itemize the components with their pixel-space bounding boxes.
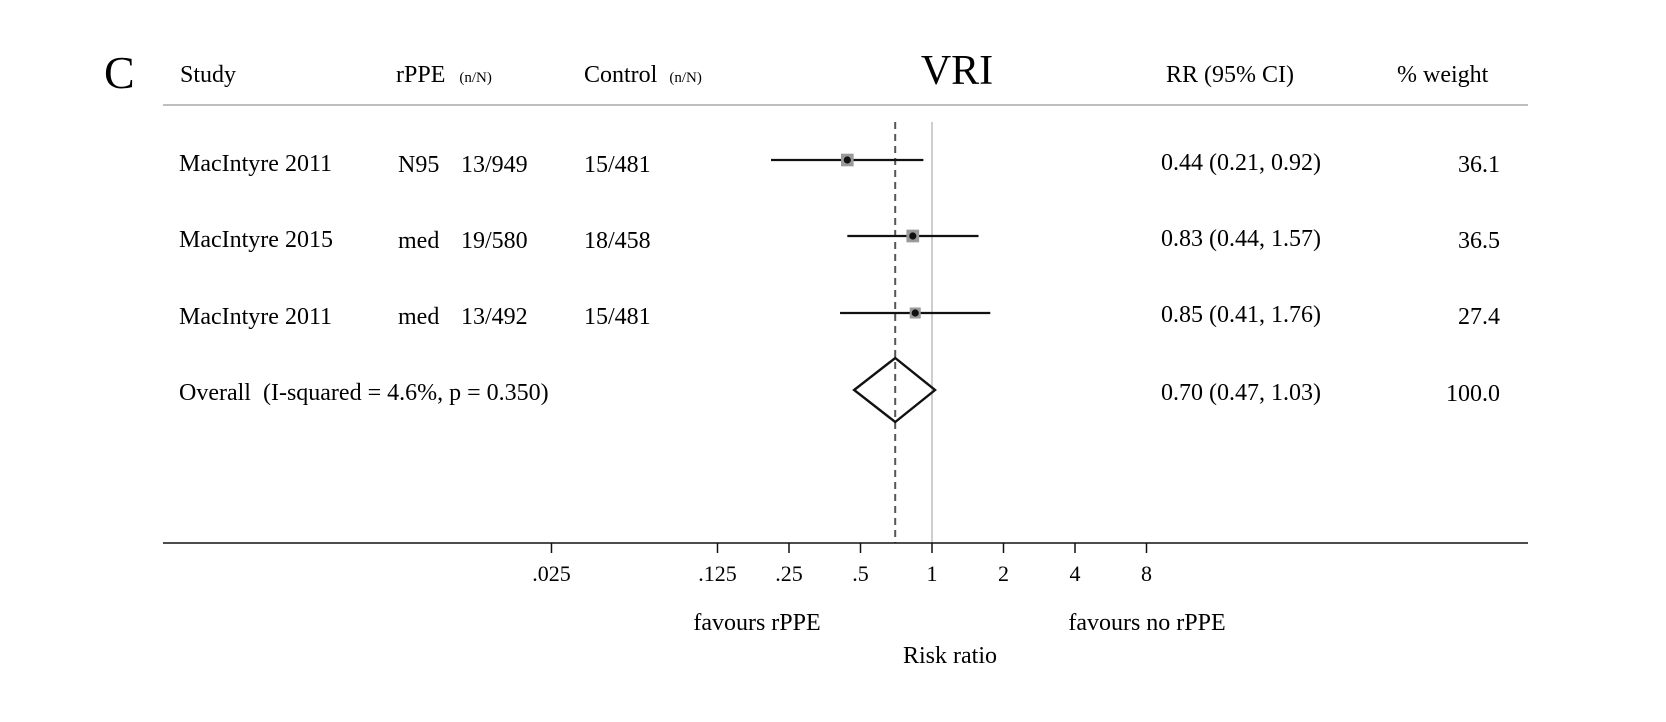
x-tick-label: 1 bbox=[927, 561, 938, 586]
panel-label: C bbox=[104, 47, 135, 98]
header-control: Control (n/N) bbox=[584, 62, 702, 88]
x-axis-label: Risk ratio bbox=[903, 643, 997, 669]
x-tick-label: .125 bbox=[698, 561, 737, 586]
table-row: MacIntyre 2011 N95 13/949 15/481 0.44 (0… bbox=[179, 150, 1500, 178]
row-study: MacIntyre 2011 bbox=[179, 304, 332, 330]
overall-label: Overall (I-squared = 4.6%, p = 0.350) bbox=[179, 380, 549, 406]
x-tick-label: .025 bbox=[532, 561, 571, 586]
header-control-unit: (n/N) bbox=[669, 70, 702, 86]
chart-title: VRI bbox=[921, 48, 993, 94]
row-rr: 0.83 (0.44, 1.57) bbox=[1161, 226, 1321, 252]
row-rr: 0.44 (0.21, 0.92) bbox=[1161, 150, 1321, 176]
row-control-count: 18/458 bbox=[584, 228, 651, 254]
row-study: MacIntyre 2015 bbox=[179, 227, 333, 253]
overall-weight: 100.0 bbox=[1446, 381, 1500, 407]
favours-right-label: favours no rPPE bbox=[1068, 610, 1225, 636]
header-control-label: Control bbox=[584, 62, 658, 88]
overall-diamond bbox=[852, 356, 937, 424]
table-row: MacIntyre 2011 med 13/492 15/481 0.85 (0… bbox=[179, 302, 1500, 330]
point-estimate bbox=[843, 156, 851, 164]
study-estimate bbox=[847, 229, 979, 243]
header-study: Study bbox=[180, 62, 236, 88]
x-tick-label: .25 bbox=[775, 561, 803, 586]
point-estimate bbox=[911, 309, 919, 317]
row-weight: 36.5 bbox=[1458, 228, 1500, 254]
row-rppe-count: 13/949 bbox=[461, 152, 528, 178]
x-tick-label: 8 bbox=[1141, 561, 1152, 586]
point-estimate bbox=[909, 232, 917, 240]
plot-marks bbox=[771, 122, 991, 543]
overall-rr: 0.70 (0.47, 1.03) bbox=[1161, 380, 1321, 406]
overall-row: Overall (I-squared = 4.6%, p = 0.350) 0.… bbox=[179, 380, 1500, 407]
table-row: MacIntyre 2015 med 19/580 18/458 0.83 (0… bbox=[179, 226, 1500, 254]
row-weight: 36.1 bbox=[1458, 152, 1500, 178]
header-rr: RR (95% CI) bbox=[1166, 62, 1294, 88]
row-type: med bbox=[398, 228, 439, 254]
x-tick-label: .5 bbox=[852, 561, 869, 586]
row-type: N95 bbox=[398, 152, 439, 178]
x-tick-label: 4 bbox=[1070, 561, 1081, 586]
x-tick-label: 2 bbox=[998, 561, 1009, 586]
row-control-count: 15/481 bbox=[584, 152, 651, 178]
study-estimate bbox=[840, 307, 991, 319]
row-study: MacIntyre 2011 bbox=[179, 151, 332, 177]
row-weight: 27.4 bbox=[1458, 304, 1500, 330]
favours-left-label: favours rPPE bbox=[693, 610, 820, 636]
header-weight: % weight bbox=[1397, 62, 1489, 88]
header-rppe: rPPE (n/N) bbox=[396, 62, 492, 88]
row-rppe-count: 19/580 bbox=[461, 228, 528, 254]
row-control-count: 15/481 bbox=[584, 304, 651, 330]
row-rppe-count: 13/492 bbox=[461, 304, 528, 330]
study-estimate bbox=[771, 153, 924, 167]
row-type: med bbox=[398, 304, 439, 330]
x-axis-ticks: .025 .125 .25 .5 1 2 4 8 bbox=[532, 543, 1152, 586]
header-rppe-label: rPPE bbox=[396, 62, 445, 88]
header-rppe-unit: (n/N) bbox=[459, 70, 492, 86]
row-rr: 0.85 (0.41, 1.76) bbox=[1161, 302, 1321, 328]
